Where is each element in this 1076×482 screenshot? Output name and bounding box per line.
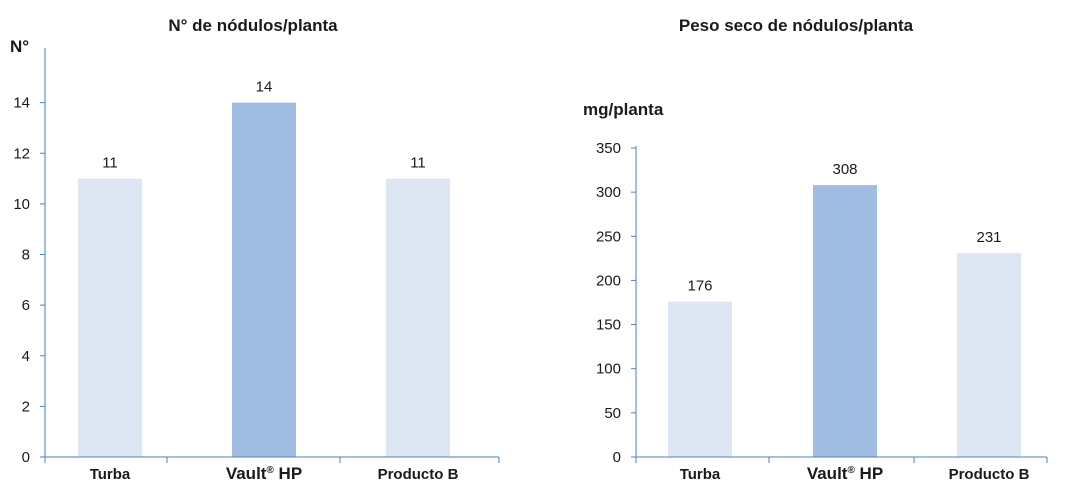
chart-1-y-axis-label: N° — [10, 37, 29, 56]
chart-2-bar — [668, 301, 732, 457]
chart-1-y-tick-label: 12 — [13, 145, 30, 162]
chart-2-category-label: Producto B — [949, 466, 1030, 482]
chart-1-y-tick-label: 4 — [22, 348, 30, 365]
chart-1-y-tick-label: 0 — [22, 449, 30, 466]
chart-1-category-label: Turba — [90, 466, 131, 482]
chart-2-y-tick-label: 250 — [596, 228, 621, 245]
chart-2-y-tick-label: 150 — [596, 317, 621, 334]
chart-2-y-tick-label: 100 — [596, 361, 621, 378]
chart-1-data-label: 11 — [410, 155, 426, 172]
chart-1-y-tick-label: 10 — [13, 196, 30, 213]
chart-1-data-label: 11 — [102, 155, 118, 172]
chart-2-category-label: Vault® HP — [807, 464, 883, 482]
chart-1-category-label: Producto B — [378, 466, 459, 482]
chart-1-category-label: Vault® HP — [226, 464, 302, 482]
chart-2-y-tick-label: 300 — [596, 184, 621, 201]
chart-2-y-tick-label: 50 — [604, 405, 621, 422]
chart-1-y-tick-label: 14 — [13, 95, 30, 112]
chart-1-y-tick-label: 2 — [22, 398, 30, 415]
chart-1-bar — [232, 102, 296, 457]
chart-2-y-tick-label: 200 — [596, 272, 621, 289]
chart-1-y-tick-label: 6 — [22, 297, 30, 314]
chart-2-y-tick-label: 350 — [596, 140, 621, 157]
chart-2-bar — [813, 185, 877, 457]
chart-2-data-label: 231 — [976, 229, 1001, 246]
chart-2-data-label: 308 — [832, 161, 857, 178]
chart-2-title: Peso seco de nódulos/planta — [679, 16, 914, 35]
chart-1-bar — [386, 178, 450, 457]
chart-2-y-tick-label: 0 — [613, 449, 621, 466]
chart-1-y-tick-label: 8 — [22, 247, 30, 264]
chart-1-bar — [78, 178, 142, 457]
chart-2-category-label: Turba — [680, 466, 721, 482]
chart-2-y-axis-label: mg/planta — [583, 100, 664, 119]
chart-1-data-label: 14 — [256, 79, 273, 96]
chart-1-title: N° de nódulos/planta — [168, 16, 338, 35]
chart-2-bar — [957, 253, 1021, 457]
chart-2-data-label: 176 — [687, 278, 712, 295]
